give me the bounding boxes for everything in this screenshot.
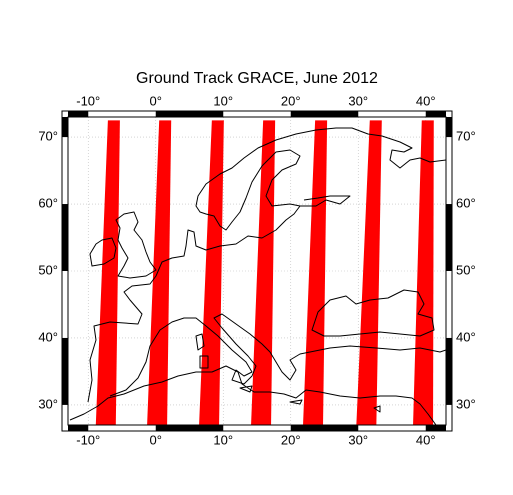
coastline [69, 365, 437, 425]
ground-track [303, 120, 328, 425]
tick-labels: -10° -10° 0° 0° 10° 10° 20° 20° 30° 30° 40° 40° 30° 3… [38, 93, 475, 447]
x-tick-label: 0° [150, 432, 162, 447]
frame-segment [446, 204, 452, 271]
x-tick-label: 10° [213, 432, 233, 447]
frame-segment [425, 425, 446, 431]
frame-segment [425, 111, 446, 117]
frame-segment [290, 111, 359, 117]
frame-segment [155, 111, 224, 117]
x-tick-label: 40° [416, 432, 436, 447]
coastline [300, 195, 351, 207]
frame [61, 110, 453, 432]
x-tick-label: 30° [348, 93, 368, 108]
ground-track [199, 120, 224, 425]
frame-segment [155, 425, 224, 431]
x-tick-label: 20° [281, 93, 301, 108]
y-tick-label: 40° [38, 329, 58, 344]
map-title: Ground Track GRACE, June 2012 [136, 70, 378, 87]
frame-segment [68, 111, 89, 117]
coastline [195, 333, 381, 413]
y-tick-label: 70° [38, 129, 58, 144]
y-tick-label: 50° [456, 262, 476, 277]
ground-track [95, 120, 120, 425]
frame-segment [62, 204, 68, 271]
coastline [87, 127, 446, 403]
x-tick-label: 0° [150, 93, 162, 108]
frame-segment [446, 337, 452, 405]
frame-segment [62, 117, 68, 138]
y-tick-label: 30° [456, 396, 476, 411]
x-tick-label: -10° [76, 432, 100, 447]
x-tick-label: 40° [416, 93, 436, 108]
y-tick-label: 60° [456, 195, 476, 210]
coastline [109, 313, 446, 397]
frame-segment [446, 117, 452, 138]
tracks [95, 120, 434, 425]
y-tick-label: 40° [456, 329, 476, 344]
ground-track [147, 120, 172, 425]
coastline [115, 211, 157, 279]
coastline [311, 289, 435, 337]
coastline [89, 237, 117, 267]
y-tick-label: 70° [456, 129, 476, 144]
frame-segment [68, 425, 89, 431]
ground-track [413, 120, 434, 425]
ground-track [251, 120, 276, 425]
x-tick-label: 20° [281, 432, 301, 447]
ground-track [356, 120, 382, 425]
x-tick-label: 10° [213, 93, 233, 108]
y-tick-label: 60° [38, 195, 58, 210]
y-tick-label: 30° [38, 396, 58, 411]
coastlines [69, 127, 446, 425]
x-tick-label: -10° [76, 93, 100, 108]
y-tick-label: 50° [38, 262, 58, 277]
frame-segment [62, 337, 68, 405]
x-tick-label: 30° [348, 432, 368, 447]
frame-segment [290, 425, 359, 431]
